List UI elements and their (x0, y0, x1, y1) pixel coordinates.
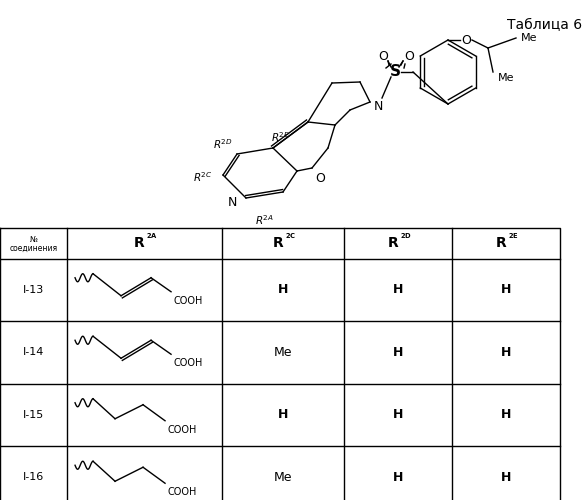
Text: COOH: COOH (167, 487, 196, 497)
Text: $\mathbf{R}$: $\mathbf{R}$ (387, 236, 399, 250)
Text: N: N (373, 100, 382, 114)
Text: Me: Me (521, 33, 538, 43)
Text: O: O (461, 34, 471, 46)
Text: соединения: соединения (9, 244, 58, 252)
Text: Me: Me (273, 346, 292, 359)
Text: Таблица 6: Таблица 6 (507, 18, 582, 32)
Text: N: N (227, 196, 237, 208)
Text: S: S (389, 64, 401, 80)
Text: $\mathbf{R}$: $\mathbf{R}$ (133, 236, 146, 250)
Text: №: № (30, 236, 37, 244)
Text: O: O (378, 50, 388, 62)
Text: H: H (501, 408, 511, 421)
Text: $R^{2D}$: $R^{2D}$ (213, 137, 233, 151)
Text: H: H (278, 283, 288, 296)
Text: I-16: I-16 (23, 472, 44, 482)
Text: H: H (501, 283, 511, 296)
Text: $\mathbf{^{2A}}$: $\mathbf{^{2A}}$ (146, 233, 159, 243)
Text: $\mathbf{^{2E}}$: $\mathbf{^{2E}}$ (508, 233, 519, 243)
Text: H: H (501, 346, 511, 359)
Text: Me: Me (273, 471, 292, 484)
Text: Me: Me (498, 73, 514, 83)
Text: $\mathbf{^{2D}}$: $\mathbf{^{2D}}$ (400, 233, 412, 243)
Text: $R^{2E}$: $R^{2E}$ (272, 130, 290, 144)
Text: H: H (393, 283, 403, 296)
Text: I-14: I-14 (23, 347, 44, 357)
Text: $R^{2C}$: $R^{2C}$ (193, 170, 213, 184)
Text: $\mathbf{R}$: $\mathbf{R}$ (494, 236, 507, 250)
Text: H: H (278, 408, 288, 421)
Text: O: O (315, 172, 325, 184)
Text: H: H (393, 471, 403, 484)
Text: H: H (501, 471, 511, 484)
Text: H: H (393, 408, 403, 421)
Text: H: H (393, 346, 403, 359)
Text: COOH: COOH (167, 425, 196, 434)
Text: COOH: COOH (173, 296, 202, 306)
Text: $\mathbf{R}$: $\mathbf{R}$ (272, 236, 284, 250)
Text: COOH: COOH (173, 358, 202, 368)
Text: $R^{2A}$: $R^{2A}$ (255, 213, 274, 227)
Text: I-13: I-13 (23, 285, 44, 294)
Text: I-15: I-15 (23, 410, 44, 420)
Text: $\mathbf{^{2C}}$: $\mathbf{^{2C}}$ (285, 233, 297, 243)
Text: O: O (404, 50, 414, 62)
